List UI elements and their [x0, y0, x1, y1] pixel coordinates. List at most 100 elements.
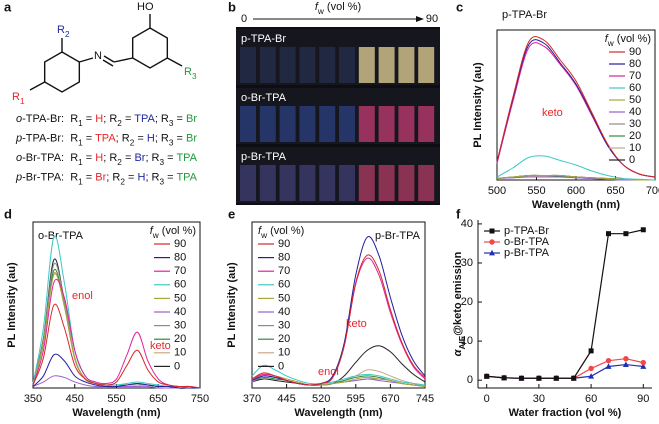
panel-letter: c — [456, 0, 463, 14]
x-tick-label: 90 — [637, 393, 649, 405]
series-line — [496, 36, 656, 178]
legend-label: 50 — [278, 292, 290, 304]
text-part: 2 — [65, 30, 70, 39]
vial — [418, 165, 435, 201]
vial — [358, 47, 375, 83]
legend-marker — [489, 239, 495, 245]
x-tick-label: 445 — [277, 393, 295, 405]
y-axis-title: PL Intensity (au) — [226, 262, 238, 348]
x-tick-label: 750 — [191, 393, 209, 405]
marker — [622, 361, 629, 367]
text-part: -Br-TPA: R — [22, 152, 78, 164]
marker — [519, 375, 524, 381]
vial — [319, 165, 336, 201]
marker — [484, 373, 490, 379]
legend-marker — [489, 249, 495, 256]
x-tick-label: 550 — [527, 185, 545, 197]
y-tick-label: 20 — [461, 296, 473, 308]
text-part: = — [122, 152, 135, 164]
legend-label: 10 — [629, 142, 641, 154]
x-tick-label: 670 — [381, 393, 399, 405]
text-part: = — [164, 171, 176, 183]
text-part: = — [122, 113, 134, 125]
ring — [131, 27, 169, 69]
series-line — [496, 174, 656, 181]
bond — [113, 57, 133, 63]
x-tick-label: 450 — [66, 393, 84, 405]
legend-title: fw (vol %) — [150, 225, 196, 240]
text-part: TPA — [176, 171, 197, 183]
photo-end: 90 — [426, 13, 438, 25]
text-part: ; R — [155, 132, 169, 144]
annotation: keto — [346, 318, 367, 330]
marker — [640, 227, 646, 233]
text-part: w — [607, 39, 614, 48]
text-part: 2 — [130, 138, 135, 147]
text-part: o — [16, 113, 22, 125]
legend-label: 20 — [278, 333, 290, 345]
marker — [553, 375, 559, 381]
text-part: ; R — [145, 171, 159, 183]
x-tick-label: 700 — [646, 185, 659, 197]
bond — [29, 81, 46, 91]
text-part: (vol %) — [267, 225, 304, 237]
text-part: H — [137, 171, 145, 183]
x-tick-label: 745 — [416, 393, 434, 405]
text-part: R — [184, 66, 192, 78]
text-part: 3 — [192, 72, 197, 81]
legend-title: fw (vol %) — [605, 33, 651, 48]
marker — [640, 363, 647, 369]
text-part: 1 — [20, 97, 25, 106]
vial — [339, 106, 355, 142]
marker — [536, 375, 542, 381]
series-line — [32, 303, 201, 389]
x-axis-title: Wavelength (nm) — [294, 407, 383, 419]
legend-label: 10 — [174, 347, 186, 359]
x-axis-title: Wavelength (nm) — [532, 199, 621, 211]
legend-label: o-Br-TPA — [504, 236, 550, 248]
bond — [166, 57, 183, 67]
text-part: = — [83, 171, 96, 183]
text-part: AIE — [458, 335, 467, 349]
x-tick-label: 650 — [606, 185, 624, 197]
compound-row: o-TPA-Br: R1 = H; R2 = TPA; R3 = Br — [16, 113, 197, 128]
legend-label: 50 — [174, 292, 186, 304]
marker — [501, 375, 507, 381]
legend-label: p-TPA-Br — [504, 225, 549, 237]
marker — [605, 363, 612, 369]
vial — [240, 106, 256, 142]
text-part: R — [12, 91, 20, 103]
bond — [79, 57, 94, 63]
compound-row: p-Br-TPA: R1 = Br; R2 = H; R3 = TPA — [15, 171, 198, 186]
vial — [259, 165, 276, 201]
series-line — [32, 353, 200, 389]
marker — [623, 231, 629, 237]
text-part: = — [125, 171, 138, 183]
vial — [299, 106, 316, 142]
marker — [605, 357, 612, 364]
vial — [358, 106, 375, 142]
series-line — [486, 358, 644, 379]
text-part: p — [15, 171, 22, 183]
vial — [259, 47, 276, 83]
legend-label: 30 — [174, 320, 186, 332]
legend-label: 40 — [629, 106, 641, 118]
text-part: TPA — [134, 113, 155, 125]
legend-label: 30 — [278, 320, 290, 332]
legend-label: 90 — [629, 46, 641, 58]
vial — [299, 165, 316, 201]
text-part: -TPA-Br: R — [22, 113, 78, 125]
text-part: = — [83, 113, 96, 125]
chart-title: o-Br-TPA — [38, 230, 84, 242]
atom-label: N — [94, 50, 102, 62]
vial — [398, 106, 415, 142]
vial — [339, 165, 355, 201]
text-part: H — [147, 132, 155, 144]
marker — [588, 348, 594, 354]
x-axis-title: Wavelength (nm) — [72, 407, 161, 419]
text-part: 2 — [117, 158, 122, 167]
marker — [571, 375, 577, 381]
text-part: = — [173, 132, 186, 144]
vial — [418, 47, 435, 83]
